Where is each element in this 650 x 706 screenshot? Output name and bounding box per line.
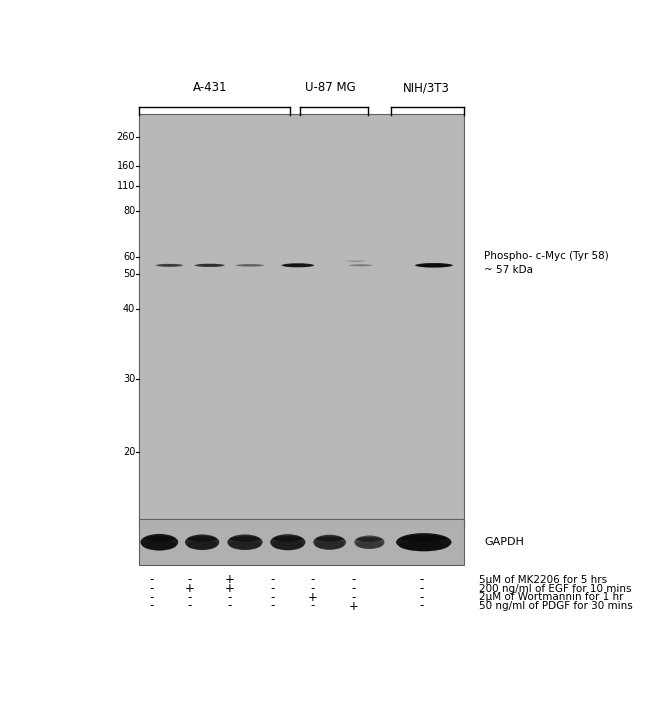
- Text: 160: 160: [117, 161, 135, 171]
- Text: 50 ng/ml of PDGF for 30 mins: 50 ng/ml of PDGF for 30 mins: [479, 601, 633, 611]
- Ellipse shape: [354, 536, 385, 549]
- Text: -: -: [311, 599, 315, 613]
- Text: A-431: A-431: [192, 81, 227, 95]
- Ellipse shape: [284, 263, 312, 267]
- Ellipse shape: [272, 540, 304, 550]
- Ellipse shape: [188, 537, 216, 542]
- Ellipse shape: [313, 534, 346, 550]
- Ellipse shape: [142, 540, 176, 551]
- Ellipse shape: [140, 534, 178, 551]
- Ellipse shape: [422, 264, 445, 267]
- Bar: [139, 519, 464, 566]
- Text: -: -: [270, 582, 275, 595]
- Text: Phospho- c-Myc (Tyr 58)
~ 57 kDa: Phospho- c-Myc (Tyr 58) ~ 57 kDa: [484, 251, 609, 275]
- Text: -: -: [419, 599, 423, 613]
- Text: 20: 20: [123, 447, 135, 457]
- Ellipse shape: [354, 265, 368, 266]
- Ellipse shape: [357, 537, 382, 542]
- Text: -: -: [270, 573, 275, 586]
- Ellipse shape: [158, 264, 181, 267]
- Text: -: -: [351, 591, 356, 604]
- Ellipse shape: [241, 265, 259, 266]
- Ellipse shape: [194, 264, 225, 267]
- Ellipse shape: [155, 264, 183, 267]
- Text: 60: 60: [123, 252, 135, 262]
- Text: NIH/3T3: NIH/3T3: [403, 81, 450, 95]
- Ellipse shape: [281, 263, 314, 268]
- Ellipse shape: [229, 540, 261, 550]
- Text: -: -: [227, 591, 232, 604]
- Ellipse shape: [288, 264, 307, 266]
- Text: -: -: [419, 582, 423, 595]
- Ellipse shape: [350, 265, 371, 266]
- Text: +: +: [225, 582, 235, 595]
- Ellipse shape: [185, 534, 219, 550]
- Ellipse shape: [273, 536, 303, 542]
- Ellipse shape: [345, 261, 367, 262]
- Text: -: -: [187, 599, 192, 613]
- Ellipse shape: [316, 537, 343, 542]
- Text: 200 ng/ml of EGF for 10 mins: 200 ng/ml of EGF for 10 mins: [479, 584, 632, 594]
- Text: -: -: [150, 591, 154, 604]
- Text: -: -: [311, 573, 315, 586]
- Ellipse shape: [347, 261, 365, 262]
- Ellipse shape: [270, 534, 306, 550]
- Ellipse shape: [187, 540, 218, 550]
- Text: -: -: [419, 591, 423, 604]
- Text: -: -: [187, 573, 192, 586]
- Text: 5μM of MK2206 for 5 hrs: 5μM of MK2206 for 5 hrs: [479, 575, 607, 585]
- Ellipse shape: [227, 534, 263, 550]
- Text: 50: 50: [123, 268, 135, 279]
- Text: +: +: [225, 573, 235, 586]
- Text: -: -: [311, 582, 315, 595]
- Text: GAPDH: GAPDH: [484, 537, 524, 547]
- Ellipse shape: [350, 261, 362, 262]
- Text: -: -: [351, 582, 356, 595]
- Text: 2μM of Wortmannin for 1 hr: 2μM of Wortmannin for 1 hr: [479, 592, 624, 602]
- Ellipse shape: [201, 264, 219, 266]
- Ellipse shape: [396, 533, 452, 551]
- Text: -: -: [351, 573, 356, 586]
- Text: -: -: [150, 573, 154, 586]
- Text: -: -: [270, 599, 275, 613]
- Ellipse shape: [161, 265, 177, 266]
- Text: +: +: [185, 582, 194, 595]
- Text: 260: 260: [116, 131, 135, 142]
- Bar: [139, 114, 464, 529]
- Text: +: +: [348, 599, 358, 613]
- Ellipse shape: [143, 536, 176, 542]
- Text: 80: 80: [123, 206, 135, 216]
- Ellipse shape: [400, 535, 447, 542]
- Text: +: +: [308, 591, 318, 604]
- Text: 110: 110: [117, 181, 135, 191]
- Text: -: -: [150, 582, 154, 595]
- Text: -: -: [270, 591, 275, 604]
- Text: -: -: [227, 599, 232, 613]
- Text: -: -: [419, 573, 423, 586]
- Ellipse shape: [197, 264, 222, 267]
- Text: -: -: [150, 599, 154, 613]
- Ellipse shape: [315, 540, 344, 550]
- Ellipse shape: [399, 539, 448, 551]
- Text: 40: 40: [123, 304, 135, 314]
- Text: -: -: [187, 591, 192, 604]
- Ellipse shape: [230, 537, 260, 542]
- Ellipse shape: [349, 264, 373, 266]
- Ellipse shape: [238, 264, 263, 266]
- Text: U-87 MG: U-87 MG: [306, 81, 356, 95]
- Ellipse shape: [235, 264, 265, 267]
- Ellipse shape: [418, 263, 450, 267]
- Ellipse shape: [415, 263, 453, 268]
- Ellipse shape: [356, 540, 383, 549]
- Text: 30: 30: [123, 374, 135, 385]
